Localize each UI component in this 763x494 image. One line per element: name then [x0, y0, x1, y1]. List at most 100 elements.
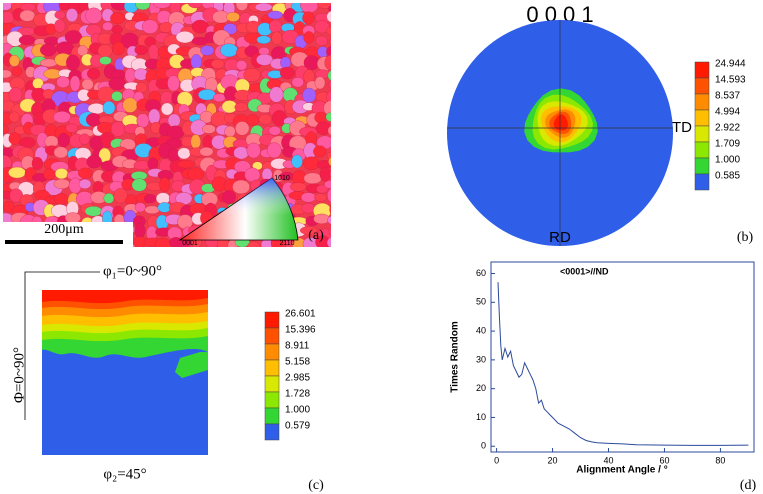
grain	[135, 82, 148, 94]
grain	[87, 68, 101, 80]
grain	[256, 35, 271, 44]
grain	[329, 170, 331, 178]
grain	[31, 157, 43, 170]
colorbar-cell	[694, 109, 710, 127]
colorbar-label: 0.585	[715, 171, 740, 182]
phi1-label: φ₁=0~90°	[103, 263, 162, 279]
grain	[9, 54, 20, 67]
grain	[291, 154, 303, 169]
grain	[111, 25, 123, 34]
grain	[303, 172, 322, 185]
grain	[212, 93, 226, 103]
grain	[327, 215, 331, 225]
grain	[291, 77, 304, 88]
grain	[79, 133, 90, 145]
colorbar-label: 26.601	[285, 309, 316, 320]
grain	[111, 91, 123, 102]
grain	[246, 142, 261, 159]
grain	[317, 3, 331, 9]
grain	[54, 10, 66, 20]
grain	[102, 100, 116, 115]
grain	[290, 182, 307, 192]
y-tick-label: 50	[476, 297, 486, 307]
x-tick-label: 0	[494, 455, 499, 465]
grain	[8, 132, 22, 145]
grain	[175, 31, 194, 44]
grain	[54, 168, 69, 180]
grain	[224, 125, 236, 138]
grain	[266, 142, 282, 159]
grain	[246, 114, 260, 127]
grain	[78, 167, 93, 179]
grain	[243, 68, 261, 82]
grain	[302, 11, 315, 25]
grain	[313, 213, 330, 224]
grain	[233, 146, 249, 160]
colorbar-cell	[694, 141, 710, 159]
grain	[210, 59, 225, 69]
grain	[131, 178, 147, 192]
odf-section	[42, 290, 208, 455]
grain	[324, 180, 331, 189]
grain	[3, 11, 15, 24]
td-label: TD	[672, 119, 692, 136]
grain	[148, 108, 161, 125]
grain	[110, 121, 126, 137]
annotation: <0001>//ND	[560, 266, 609, 276]
grain	[190, 134, 201, 149]
grain	[112, 41, 125, 56]
grain	[328, 227, 331, 236]
colorbar-cell	[264, 423, 280, 441]
colorbar-cell	[264, 391, 280, 409]
grain	[167, 75, 180, 92]
grain	[268, 19, 282, 33]
colorbar-cell	[694, 61, 710, 79]
grain	[134, 223, 146, 239]
grain	[258, 113, 272, 125]
grain	[84, 206, 103, 217]
grain	[327, 188, 331, 203]
ipf-shade	[180, 178, 298, 240]
grain	[323, 100, 331, 117]
grain	[314, 193, 327, 202]
grain	[11, 66, 23, 77]
grain	[222, 190, 236, 204]
grain	[64, 30, 83, 44]
grain	[81, 78, 94, 91]
x-tick-label: 80	[715, 455, 725, 465]
grain	[167, 113, 181, 128]
grain	[144, 193, 157, 204]
odf-band	[42, 290, 208, 304]
grain	[314, 76, 326, 90]
grain	[327, 125, 331, 136]
grain	[150, 122, 161, 134]
grain	[324, 54, 331, 71]
grain	[110, 12, 126, 25]
grain	[54, 19, 66, 33]
grain	[268, 126, 281, 136]
panel-label: (a)	[308, 228, 324, 243]
colorbar-label: 5.158	[285, 357, 310, 368]
grain	[314, 20, 330, 34]
y-tick-label: 10	[476, 412, 486, 422]
scale-bar	[5, 240, 123, 244]
grain	[280, 56, 291, 69]
grain	[147, 157, 159, 171]
grain	[154, 237, 171, 247]
x-tick-label: 60	[659, 455, 669, 465]
colorbar-label: 14.593	[715, 75, 746, 86]
grain	[326, 237, 331, 247]
colorbar-cell	[694, 93, 710, 111]
colorbar-label: 1.000	[715, 155, 740, 166]
grain	[326, 151, 331, 160]
colorbar-label: 1.709	[715, 139, 740, 150]
panel-label: (b)	[737, 230, 754, 245]
grain	[329, 140, 331, 148]
panel-label: (c)	[308, 478, 324, 493]
y-axis-label: Times Random	[450, 321, 461, 393]
grain	[86, 155, 102, 169]
colorbar-label: 24.944	[715, 59, 746, 70]
grain	[144, 205, 160, 214]
grain	[152, 3, 172, 9]
grain	[177, 160, 195, 169]
